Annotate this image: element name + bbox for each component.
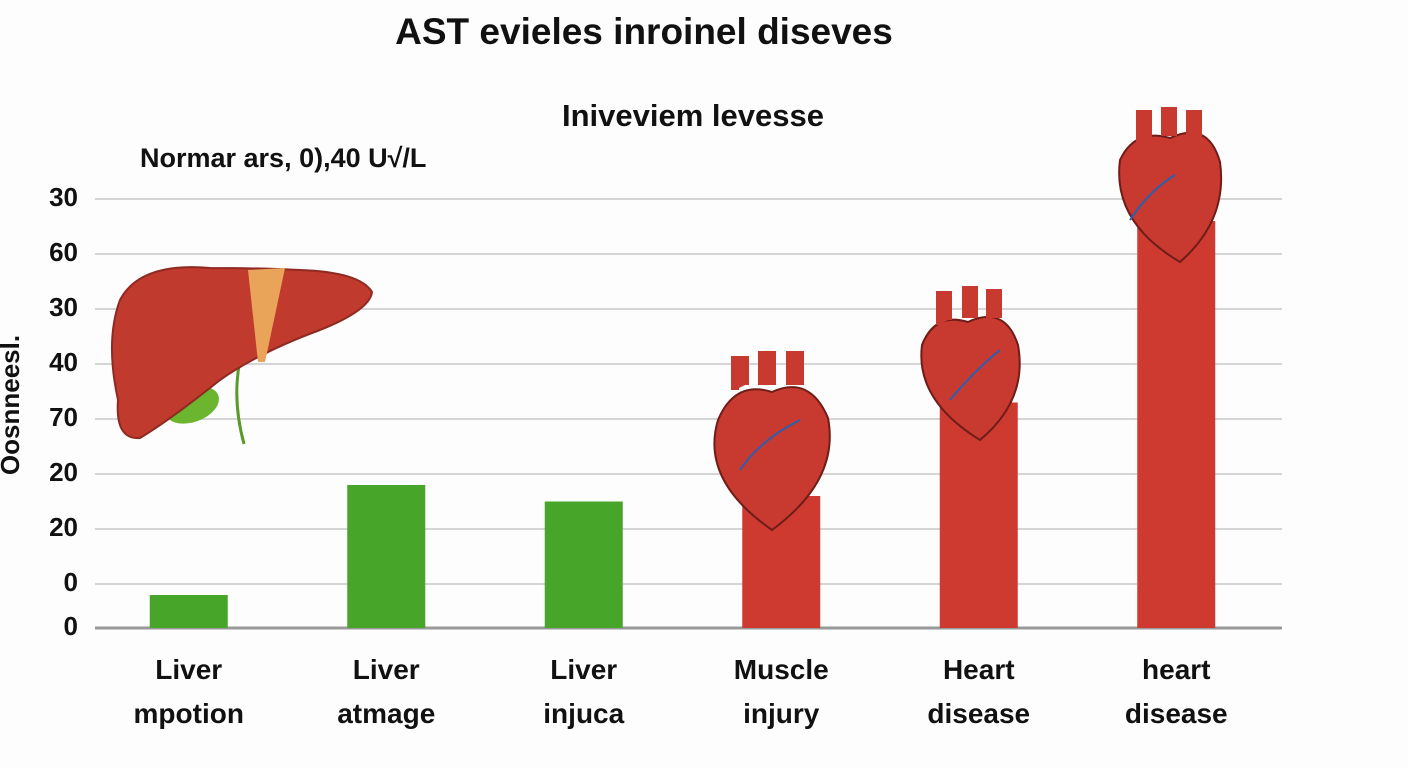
y-tick-label: 30 bbox=[49, 182, 78, 212]
annotation: Normar ars, 0),40 U√/L bbox=[140, 143, 426, 173]
bar bbox=[544, 501, 623, 628]
y-tick-label: 60 bbox=[49, 237, 78, 267]
heart-icons bbox=[713, 107, 1223, 532]
y-tick-label: 70 bbox=[49, 402, 78, 432]
x-tick-label: Heart disease bbox=[927, 654, 1031, 729]
bar bbox=[1137, 221, 1216, 628]
y-tick-label: 40 bbox=[49, 347, 78, 377]
x-tick-label: Liver atmage bbox=[337, 654, 436, 729]
x-tick-label: heart disease bbox=[1124, 654, 1228, 729]
chart-subtitle: Iniveviem levesse bbox=[562, 98, 824, 133]
grid bbox=[95, 198, 1282, 630]
y-tick-label: 0 bbox=[64, 611, 78, 641]
chart-title: AST evieles inroinel diseves bbox=[395, 11, 893, 52]
x-tick-label: Liver injuca bbox=[543, 654, 625, 729]
y-tick-label: 30 bbox=[49, 292, 78, 322]
x-tick-label: Muscle injury bbox=[733, 654, 829, 729]
y-tick-label: 20 bbox=[49, 457, 78, 487]
y-axis-label: Oosnneesl. bbox=[0, 335, 25, 475]
bar bbox=[347, 485, 426, 628]
liver-icon bbox=[110, 266, 374, 445]
y-tick-label: 20 bbox=[49, 512, 78, 542]
x-tick-label: Liver mpotion bbox=[133, 654, 244, 729]
y-tick-label: 0 bbox=[64, 567, 78, 597]
bar bbox=[149, 595, 228, 628]
